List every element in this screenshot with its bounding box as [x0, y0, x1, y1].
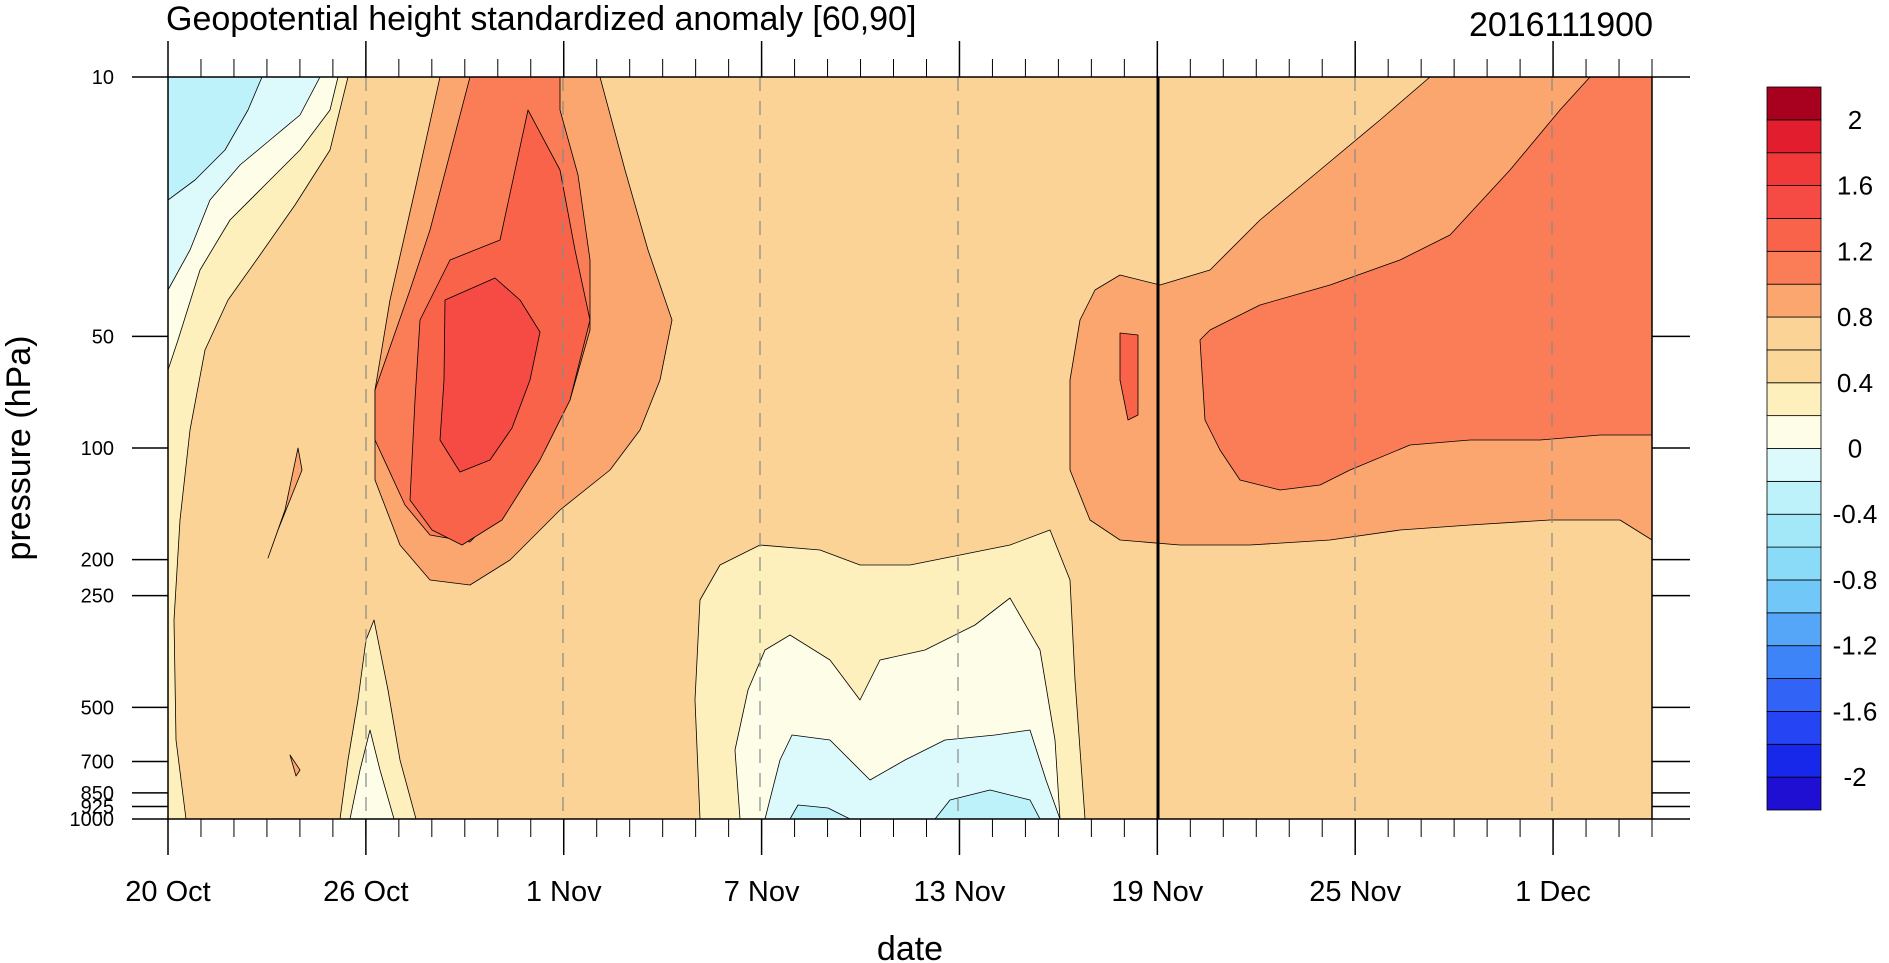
colorbar-swatch — [1766, 711, 1822, 745]
y-tick-label: 850 — [81, 783, 114, 805]
y-tick-label: 500 — [81, 697, 114, 719]
colorbar-label: 2 — [1848, 105, 1862, 135]
y-tick-label: 10 — [92, 67, 114, 89]
contour-lateoct-low2 — [349, 729, 395, 819]
date-gridlines — [365, 77, 1553, 819]
y-tick-label: 50 — [92, 326, 114, 348]
colorbar-swatch — [1766, 612, 1822, 647]
colorbar-label: -1.6 — [1833, 696, 1878, 726]
colorbar-label: -0.4 — [1833, 499, 1878, 529]
colorbar-swatch — [1766, 119, 1822, 154]
colorbar-swatch — [1766, 579, 1822, 614]
contour-small-blob2 — [289, 754, 301, 777]
colorbar-swatch — [1766, 546, 1822, 581]
y-tick-label: 100 — [81, 438, 114, 460]
x-tick-label: 13 Nov — [914, 876, 1006, 908]
colorbar-swatch — [1766, 513, 1822, 548]
colorbar-swatch — [1766, 480, 1822, 515]
x-tick-label: 20 Oct — [125, 876, 210, 908]
x-tick-label: 1 Dec — [1515, 876, 1591, 908]
y-tick-label: 700 — [81, 752, 114, 774]
colorbar: 2 1.6 1.2 0.8 0.4 0 -0.4 -0.8 -1.2 -1.6 -2 — [1766, 86, 1878, 811]
y-tick-label: 1000 — [70, 809, 115, 831]
colorbar-label: 1.6 — [1837, 171, 1873, 201]
colorbar-swatch — [1766, 316, 1822, 351]
colorbar-label: -2 — [1843, 762, 1866, 792]
x-tick-label: 19 Nov — [1111, 876, 1203, 908]
colorbar-swatch — [1766, 185, 1822, 219]
colorbar-swatch — [1766, 448, 1822, 482]
x-tick-label: 1 Nov — [526, 876, 602, 908]
y-tick-label: 925 — [81, 796, 114, 818]
colorbar-swatch — [1766, 415, 1822, 449]
x-tick-label: 7 Nov — [724, 876, 800, 908]
contour-small-blob — [267, 447, 303, 559]
contour-oct-peak-16 — [439, 277, 541, 473]
colorbar-label: 0.8 — [1837, 302, 1873, 332]
x-tick-label: 25 Nov — [1309, 876, 1401, 908]
contour-left-band — [168, 77, 349, 819]
colorbar-swatch — [1766, 349, 1822, 384]
chart-timestamp: 2016111900 — [1469, 6, 1653, 44]
y-tick-label: 250 — [81, 586, 114, 608]
y-axis-label: pressure (hPa) — [0, 336, 38, 561]
colorbar-label: -1.2 — [1833, 631, 1878, 661]
colorbar-swatch — [1766, 382, 1822, 417]
contour-left-neg2 — [168, 77, 263, 201]
colorbar-swatch — [1766, 218, 1822, 252]
x-axis-label: date — [877, 930, 943, 963]
contour-nov-small-red — [1119, 332, 1139, 421]
contour-nov-peak-12 — [1199, 77, 1652, 491]
colorbar-swatch — [1766, 250, 1822, 285]
chart-title: Geopotential height standardized anomaly… — [166, 0, 916, 38]
colorbar-label: 0 — [1848, 434, 1862, 464]
colorbar-label: 1.2 — [1837, 236, 1873, 266]
contour-lateoct-low — [339, 619, 417, 819]
colorbar-swatch — [1766, 86, 1822, 121]
y-tick-label: 200 — [81, 550, 114, 572]
colorbar-swatch — [1766, 776, 1822, 811]
colorbar-label: 0.4 — [1837, 368, 1873, 398]
colorbar-label: -0.8 — [1833, 565, 1878, 595]
colorbar-swatch — [1766, 283, 1822, 318]
contour-nov-neg2 — [789, 789, 1041, 819]
colorbar-swatch — [1766, 645, 1822, 679]
contour-plot — [167, 76, 1653, 820]
colorbar-swatch — [1766, 152, 1822, 186]
colorbar-swatch — [1766, 678, 1822, 712]
x-tick-label: 26 Oct — [323, 876, 408, 908]
x-axis: 20 Oct 26 Oct 1 Nov 7 Nov 13 Nov 19 Nov 25 Nov… — [125, 41, 1653, 908]
colorbar-swatch — [1766, 743, 1822, 778]
